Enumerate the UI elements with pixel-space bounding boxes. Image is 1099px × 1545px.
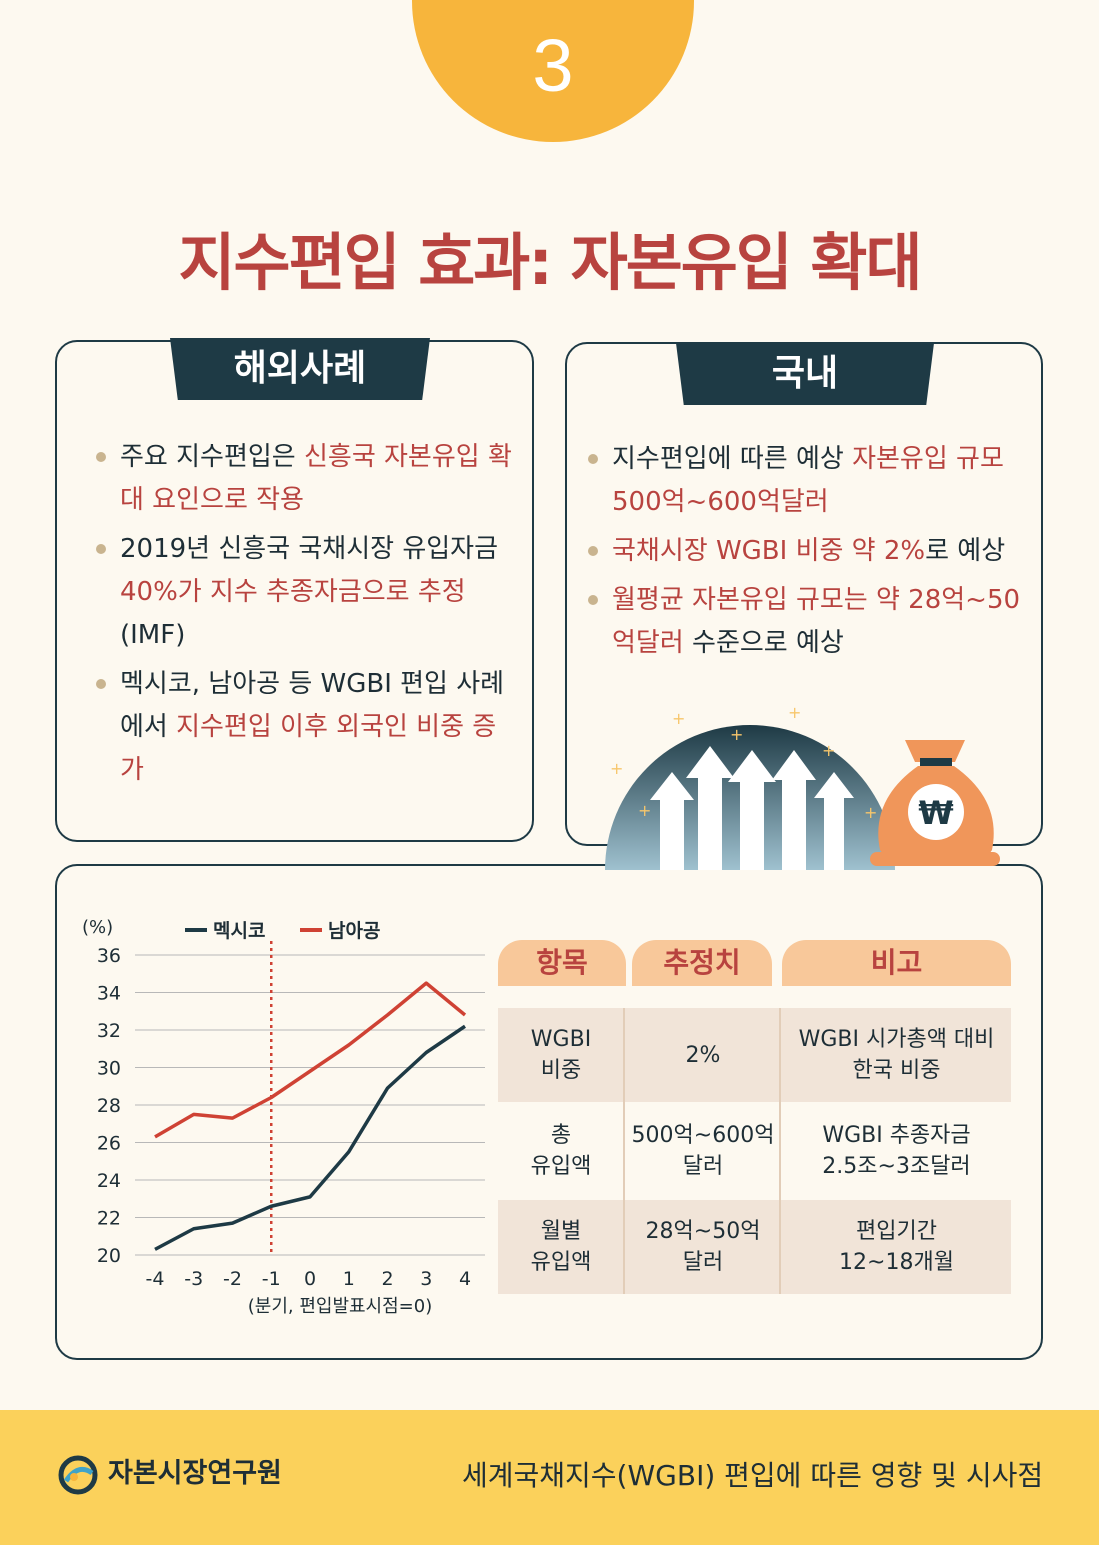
x-tick-label: 3 [420, 1268, 432, 1290]
series-line [154, 981, 467, 1139]
table-cell-note: WGBI 추종자금 2.5조~3조달러 [822, 1123, 971, 1179]
x-tick-label: 4 [459, 1268, 471, 1290]
table-header-estimate: 추정치 [632, 940, 772, 986]
chart-legend: 멕시코 남아공 [185, 920, 380, 942]
y-tick-label: 20 [97, 1245, 121, 1267]
y-tick-label: 32 [97, 1020, 121, 1042]
capital-inflow-illustration: + + + + + + + ₩ [605, 703, 1000, 870]
legend-label: 멕시코 [213, 920, 265, 942]
y-tick-label: 22 [97, 1208, 121, 1230]
won-sign: ₩ [918, 794, 953, 832]
y-tick-label: 28 [97, 1095, 121, 1117]
table-header-item: 항목 [498, 940, 626, 986]
x-tick-label: -3 [184, 1268, 203, 1290]
table-cell-item: 월별 유입액 [530, 1219, 592, 1275]
overseas-heading: 해외사례 [170, 338, 430, 400]
sparkle-icons: + + + + + + + [610, 703, 877, 822]
page-title: 지수편입 효과: 자본유입 확대 [178, 226, 922, 299]
svg-text:+: + [788, 703, 801, 722]
chart-series [154, 981, 467, 1251]
overseas-card [55, 340, 534, 842]
table-header-note: 비고 [782, 940, 1011, 986]
table-cell-note: 편입기간 12~18개월 [839, 1219, 954, 1275]
x-tick-label: -4 [146, 1268, 165, 1290]
svg-text:+: + [672, 709, 685, 728]
table-row: WGBI 비중 2% WGBI 시가총액 대비 한국 비중 [498, 1008, 1011, 1102]
y-tick-label: 30 [97, 1058, 121, 1080]
y-tick-label: 24 [97, 1170, 121, 1192]
chart-ylabel: (%) [82, 917, 113, 938]
x-tick-label: 0 [304, 1268, 316, 1290]
org-logo-icon [58, 1455, 98, 1495]
x-tick-label: -2 [223, 1268, 242, 1290]
report-title: 세계국채지수(WGBI) 편입에 따른 영향 및 시사점 [462, 1459, 1044, 1492]
table-divider [623, 1008, 625, 1294]
up-arrows-icon [650, 746, 854, 870]
svg-text:+: + [638, 801, 651, 820]
table-row: 총 유입액 500억~600억 달러 WGBI 추종자금 2.5조~3조달러 [498, 1104, 1011, 1198]
x-tick-label: 1 [343, 1268, 355, 1290]
domestic-heading: 국내 [676, 343, 934, 405]
svg-text:+: + [864, 803, 877, 822]
table-divider [779, 1008, 781, 1294]
footer-bar [0, 1410, 1099, 1545]
table-cell-estimate: 28억~50억 달러 [645, 1219, 761, 1275]
section-number: 3 [532, 24, 574, 107]
y-tick-label: 36 [97, 945, 121, 967]
y-tick-label: 34 [97, 983, 121, 1005]
chart-y-ticks: 20 22 24 26 28 30 32 34 36 [97, 945, 121, 1267]
bullet-item: 2019년 신흥국 국채시장 유입자금 40%가 지수 추종자금으로 추정(IM… [96, 528, 516, 657]
svg-text:+: + [730, 725, 743, 744]
y-tick-label: 26 [97, 1133, 121, 1155]
svg-text:+: + [822, 741, 835, 760]
series-line [154, 1024, 466, 1251]
svg-text:+: + [610, 759, 623, 778]
bullet-item: 주요 지수편입은 신흥국 자본유입 확대 요인으로 작용 [96, 436, 516, 522]
chart-grid [135, 954, 485, 1256]
bullet-item: 국채시장 WGBI 비중 약 2%로 예상 [588, 530, 1028, 573]
bullet-item: 지수편입에 따른 예상 자본유입 규모 500억~600억달러 [588, 438, 1028, 524]
legend-label: 남아공 [328, 920, 380, 942]
table-cell-item: WGBI 비중 [530, 1027, 592, 1083]
chart-x-ticks: -4 -3 -2 -1 0 1 2 3 4 [146, 1268, 472, 1290]
bullet-item: 멕시코, 남아공 등 WGBI 편입 사례에서 지수편입 이후 외국인 비중 증… [96, 663, 516, 792]
chart-xlabel: (분기, 편입발표시점=0) [248, 1296, 433, 1317]
table-row: 월별 유입액 28억~50억 달러 편입기간 12~18개월 [498, 1200, 1011, 1294]
x-tick-label: 2 [381, 1268, 393, 1290]
x-tick-label: -1 [262, 1268, 281, 1290]
table-cell-note: WGBI 시가총액 대비 한국 비중 [798, 1027, 995, 1083]
table-cell-estimate: 2% [685, 1042, 721, 1068]
bullet-item: 월평균 자본유입 규모는 약 28억~50억달러 수준으로 예상 [588, 579, 1028, 665]
table-cell-estimate: 500억~600억 달러 [631, 1123, 775, 1179]
org-name: 자본시장연구원 [108, 1458, 282, 1489]
table-cell-item: 총 유입액 [530, 1123, 592, 1179]
money-bag-icon: ₩ [870, 740, 1000, 866]
overseas-bullet-list: 주요 지수편입은 신흥국 자본유입 확대 요인으로 작용 2019년 신흥국 국채… [96, 436, 516, 798]
